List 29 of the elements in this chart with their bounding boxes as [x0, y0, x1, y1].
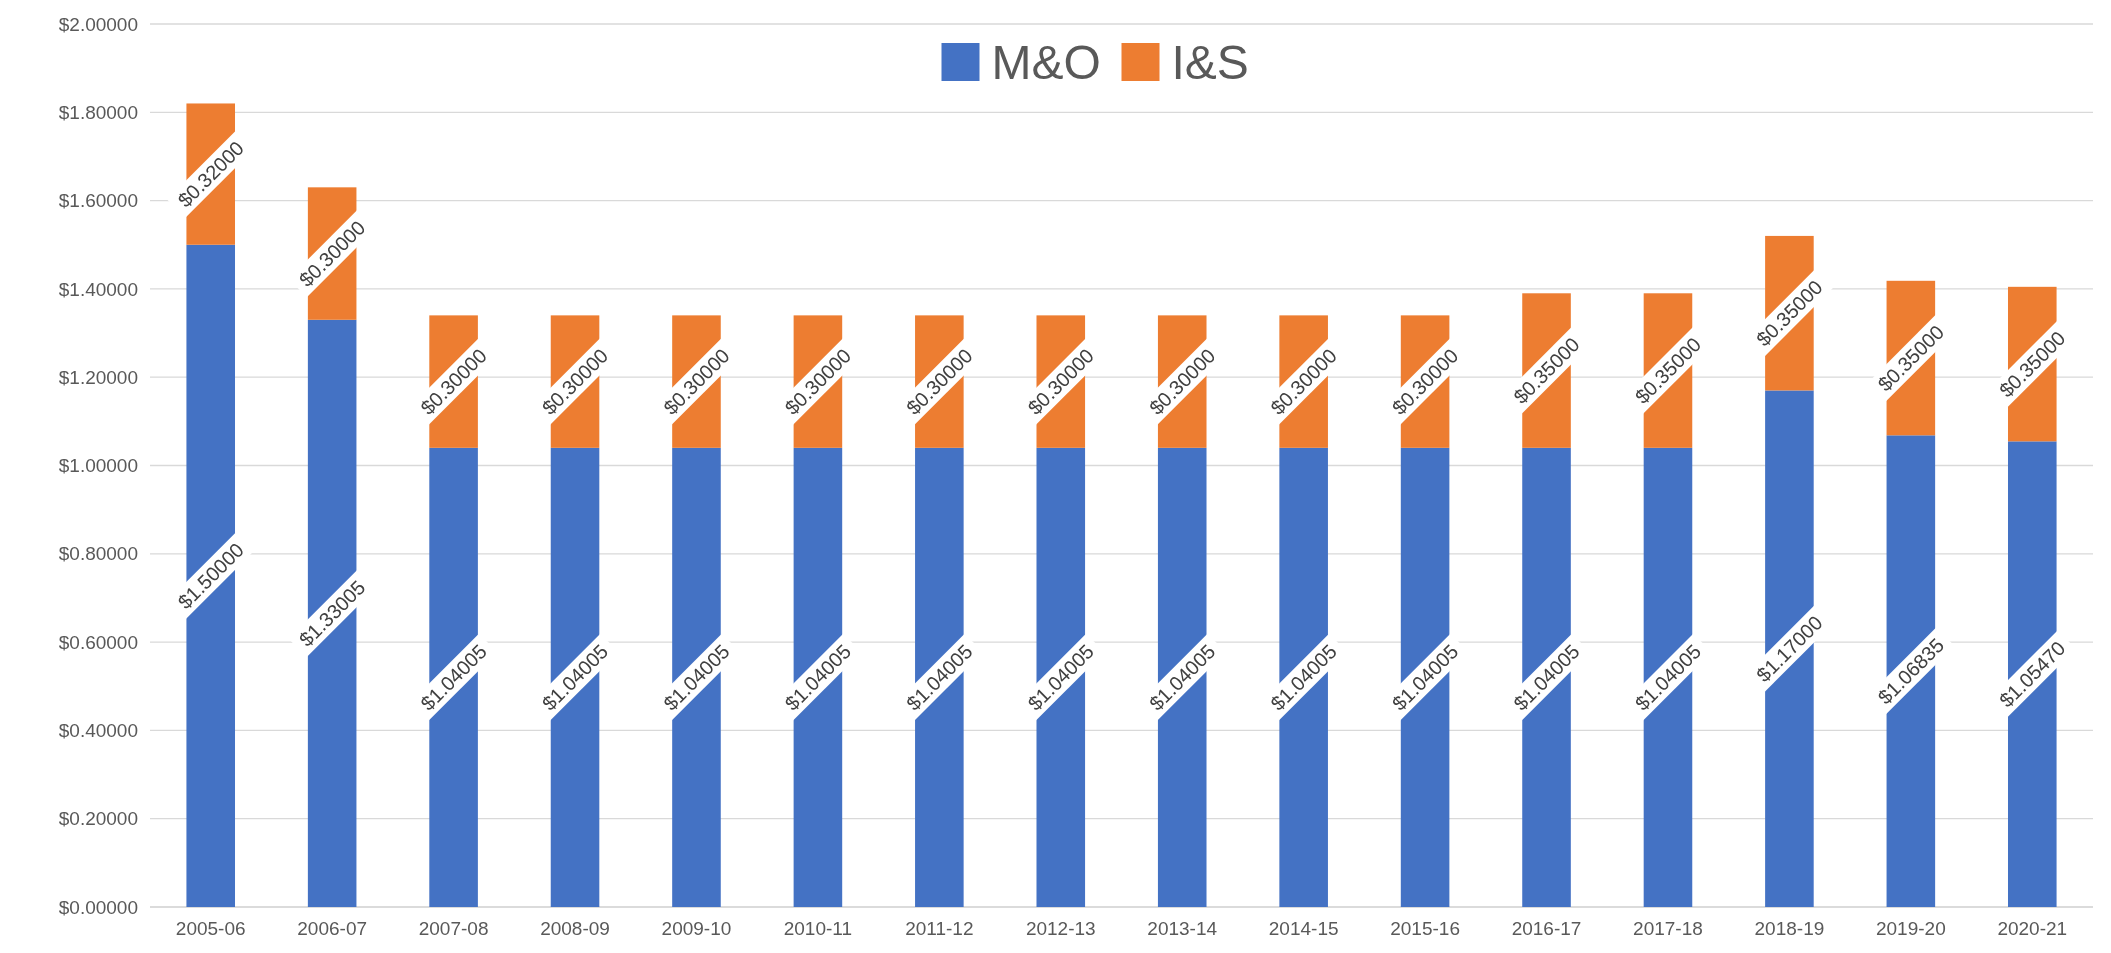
- x-tick-label: 2015-16: [1390, 918, 1460, 939]
- x-tick-label: 2017-18: [1633, 918, 1703, 939]
- x-tick-label: 2019-20: [1875, 918, 1946, 939]
- x-tick-label: 2005-06: [175, 918, 246, 939]
- y-tick-label: $0.00000: [58, 896, 138, 918]
- y-tick-label: $1.40000: [58, 278, 138, 300]
- y-tick-label: $1.60000: [58, 190, 138, 212]
- y-tick-label: $1.20000: [58, 366, 138, 388]
- x-tick-label: 2011-12: [905, 918, 974, 939]
- x-tick-label: 2010-11: [783, 918, 853, 939]
- y-tick-label: $0.60000: [58, 631, 138, 653]
- legend-label: M&O: [991, 35, 1101, 89]
- x-tick-label: 2009-10: [661, 918, 732, 939]
- y-tick-label: $0.40000: [58, 720, 138, 742]
- y-tick-label: $2.00000: [58, 13, 138, 35]
- x-tick-label: 2014-15: [1268, 918, 1339, 939]
- x-tick-label: 2016-17: [1511, 918, 1582, 939]
- legend-label: I&S: [1171, 35, 1249, 89]
- y-tick-label: $0.20000: [58, 808, 138, 830]
- x-tick-label: 2013-14: [1147, 918, 1218, 939]
- y-tick-label: $1.80000: [58, 101, 138, 123]
- x-tick-label: 2018-19: [1754, 918, 1825, 939]
- x-tick-label: 2020-21: [1997, 918, 2068, 939]
- x-tick-label: 2008-09: [540, 918, 610, 939]
- x-tick-label: 2006-07: [297, 918, 368, 939]
- x-tick-label: 2007-08: [418, 918, 489, 939]
- y-tick-label: $0.80000: [58, 543, 138, 565]
- x-tick-label: 2012-13: [1025, 918, 1096, 939]
- y-tick-label: $1.00000: [58, 455, 138, 477]
